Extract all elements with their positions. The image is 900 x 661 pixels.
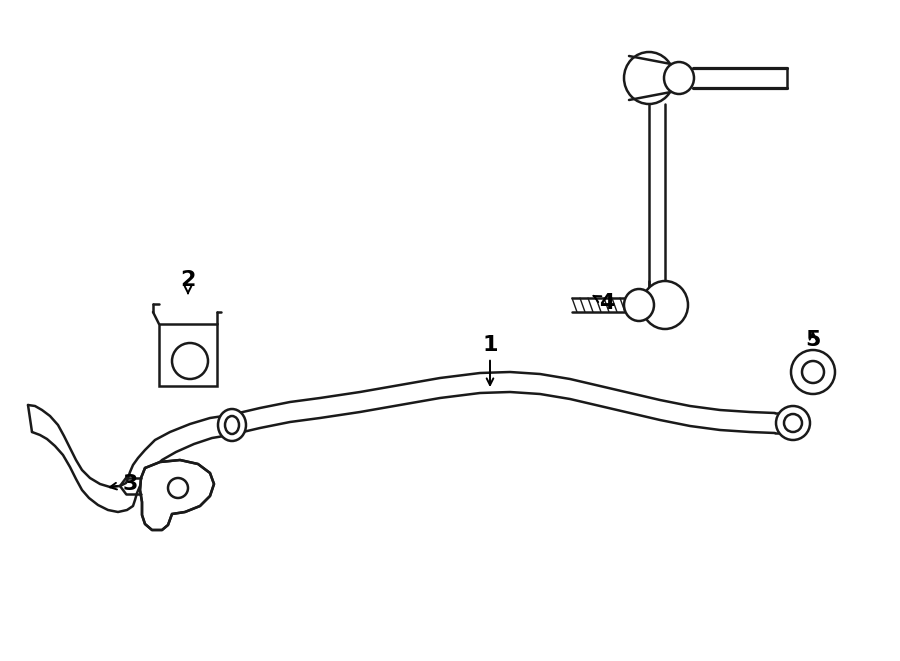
Ellipse shape bbox=[664, 62, 694, 94]
Ellipse shape bbox=[225, 416, 239, 434]
Circle shape bbox=[776, 406, 810, 440]
Ellipse shape bbox=[624, 52, 674, 104]
Polygon shape bbox=[28, 405, 230, 512]
Circle shape bbox=[172, 343, 208, 379]
Ellipse shape bbox=[218, 409, 246, 441]
Circle shape bbox=[802, 361, 824, 383]
Circle shape bbox=[791, 350, 835, 394]
Text: 2: 2 bbox=[180, 270, 195, 293]
Polygon shape bbox=[230, 372, 775, 435]
Ellipse shape bbox=[624, 289, 654, 321]
Text: 1: 1 bbox=[482, 335, 498, 385]
Text: 4: 4 bbox=[593, 293, 615, 313]
Text: 5: 5 bbox=[806, 330, 821, 350]
FancyBboxPatch shape bbox=[159, 324, 217, 386]
Polygon shape bbox=[140, 460, 214, 530]
Circle shape bbox=[168, 478, 188, 498]
Ellipse shape bbox=[642, 281, 688, 329]
Circle shape bbox=[784, 414, 802, 432]
Text: 3: 3 bbox=[110, 474, 138, 494]
